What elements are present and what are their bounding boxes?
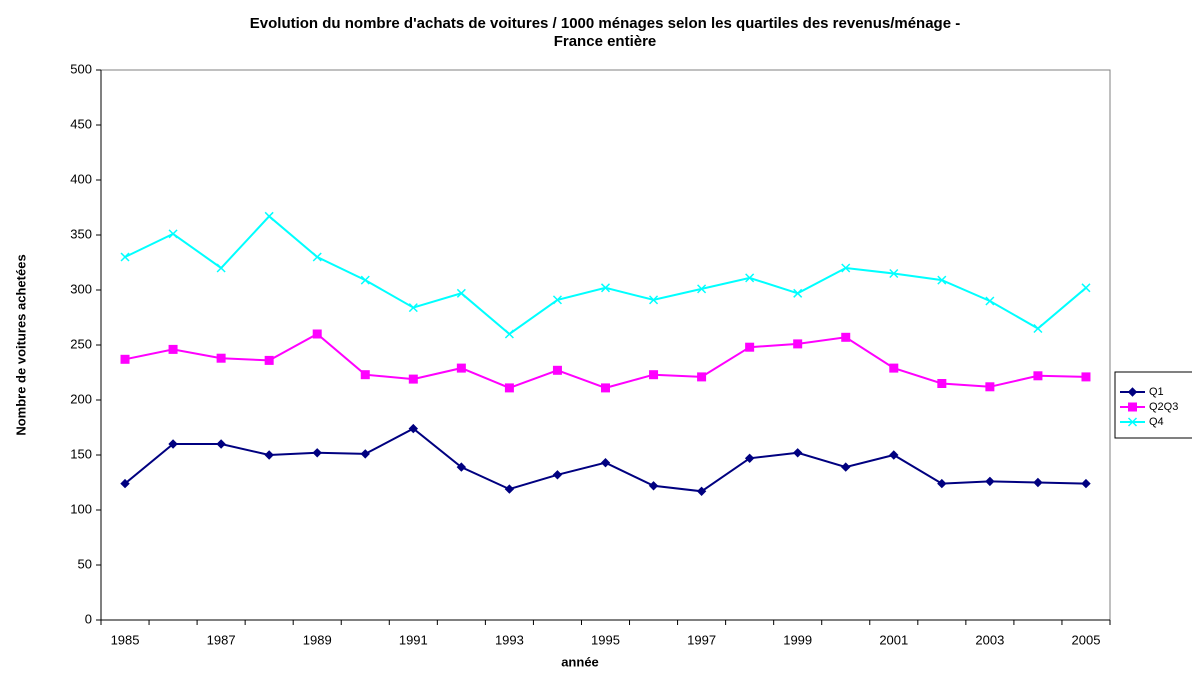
data-point <box>120 252 130 262</box>
data-point <box>745 273 755 283</box>
data-point <box>696 486 707 497</box>
data-point <box>1033 477 1043 488</box>
x-tick-label: 2005 <box>1072 632 1101 647</box>
data-point <box>408 423 419 434</box>
data-point <box>360 449 370 459</box>
data-point <box>745 342 755 352</box>
data-point <box>216 439 226 449</box>
x-tick-label: 1987 <box>207 632 236 647</box>
x-axis-title: année <box>561 654 599 669</box>
data-point <box>841 263 851 273</box>
data-point <box>744 453 755 464</box>
legend-marker <box>1128 402 1137 412</box>
data-point <box>120 354 130 364</box>
y-tick-label: 300 <box>70 281 92 296</box>
data-point <box>600 457 611 468</box>
x-tick-label: 2003 <box>975 632 1004 647</box>
data-point <box>168 439 178 449</box>
y-tick-label: 150 <box>70 446 92 461</box>
data-point <box>937 379 947 388</box>
y-tick-label: 100 <box>70 501 92 516</box>
data-point <box>649 370 659 380</box>
data-point <box>841 462 851 472</box>
y-tick-label: 250 <box>70 336 92 351</box>
plot-area <box>100 69 1111 621</box>
data-point <box>985 476 995 487</box>
data-point <box>408 374 418 384</box>
data-point <box>456 363 466 373</box>
data-point <box>937 478 947 489</box>
data-point <box>312 252 322 262</box>
data-point <box>648 481 659 491</box>
data-point <box>601 383 610 393</box>
data-point <box>408 303 418 313</box>
data-point <box>360 275 370 285</box>
data-point <box>841 332 851 342</box>
data-point <box>360 370 370 380</box>
legend-box <box>1114 371 1192 439</box>
x-tick-label: 1985 <box>111 632 140 647</box>
legend-label: Q1 <box>1149 386 1164 398</box>
data-point <box>985 382 995 392</box>
data-point <box>1033 323 1043 334</box>
x-tick-label: 1995 <box>591 632 620 647</box>
data-point <box>697 284 707 294</box>
data-point <box>1081 478 1091 489</box>
legend-label: Q2Q3 <box>1149 401 1178 413</box>
legend-marker <box>1127 417 1138 427</box>
y-axis-title: Nombre de voitures achetées <box>13 254 28 435</box>
data-point <box>312 448 322 458</box>
data-point <box>264 450 274 460</box>
x-tick-label: 1999 <box>783 632 812 647</box>
data-point <box>1033 371 1043 381</box>
data-point <box>1081 283 1091 293</box>
x-tick-label: 1997 <box>687 632 716 647</box>
y-tick-label: 450 <box>70 116 92 131</box>
data-point <box>264 355 274 365</box>
legend-marker <box>1127 387 1138 397</box>
data-point <box>168 229 178 239</box>
x-tick-label: 1989 <box>303 632 332 647</box>
data-point <box>504 484 515 494</box>
y-tick-label: 50 <box>78 556 92 571</box>
data-point <box>504 383 514 393</box>
data-point <box>552 470 563 480</box>
data-point <box>216 263 226 273</box>
y-tick-label: 350 <box>70 226 92 241</box>
data-point <box>697 372 707 382</box>
data-point <box>1081 372 1091 382</box>
data-point <box>937 275 947 285</box>
data-point <box>793 339 803 349</box>
data-point <box>168 344 178 354</box>
data-point <box>456 288 466 298</box>
data-point <box>312 329 322 339</box>
data-point <box>600 283 611 293</box>
data-point <box>216 353 226 363</box>
y-tick-label: 200 <box>70 391 92 406</box>
y-tick-label: 400 <box>70 171 92 186</box>
data-point <box>120 478 130 489</box>
chart-title: France entière <box>554 33 657 50</box>
data-point <box>504 329 514 339</box>
x-tick-label: 1991 <box>399 632 428 647</box>
data-point <box>793 288 803 298</box>
data-point <box>985 296 995 306</box>
data-point <box>889 450 899 460</box>
data-point <box>889 268 899 279</box>
y-tick-label: 500 <box>70 61 92 76</box>
series-line <box>124 214 1087 336</box>
legend-label: Q4 <box>1149 416 1164 428</box>
x-tick-label: 1993 <box>495 632 524 647</box>
data-point <box>792 448 803 458</box>
data-point <box>649 295 659 305</box>
x-tick-label: 2001 <box>879 632 908 647</box>
data-point <box>264 211 274 221</box>
y-tick-label: 0 <box>85 611 92 626</box>
data-point <box>889 363 899 373</box>
data-point <box>456 462 467 472</box>
data-point <box>552 295 562 305</box>
chart-title: Evolution du nombre d'achats de voitures… <box>250 15 960 32</box>
data-point <box>552 365 562 375</box>
